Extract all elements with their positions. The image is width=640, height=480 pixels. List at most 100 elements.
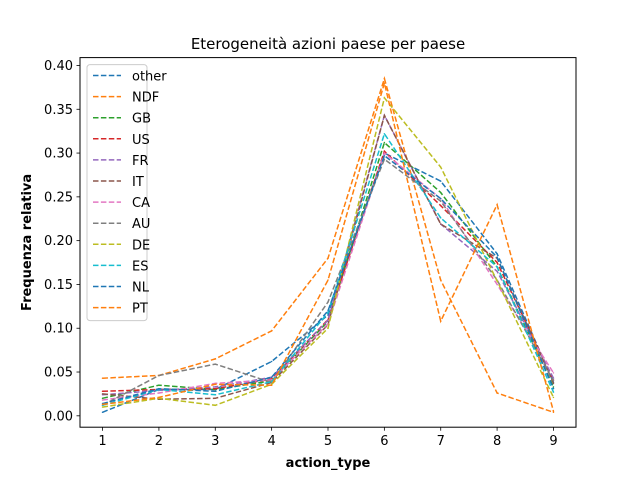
legend-label-ca: CA bbox=[132, 196, 150, 211]
y-tick-label: 0.35 bbox=[44, 103, 73, 118]
series-line-pt bbox=[102, 80, 555, 412]
y-tick-label: 0.30 bbox=[44, 147, 73, 162]
data-point-de bbox=[327, 327, 329, 329]
data-point-fr bbox=[214, 386, 217, 388]
data-point-us bbox=[214, 387, 217, 390]
legend-label-nl: NL bbox=[132, 281, 150, 296]
data-point-gb bbox=[101, 397, 104, 400]
x-tick-label: 2 bbox=[155, 434, 163, 449]
data-point-de bbox=[383, 97, 386, 99]
y-axis-title: Frequenza relativa bbox=[20, 174, 35, 311]
data-point-au bbox=[214, 363, 217, 365]
x-tick-label: 5 bbox=[324, 434, 332, 449]
data-point-ndf bbox=[496, 392, 498, 394]
data-point-gb bbox=[158, 384, 160, 386]
data-point-es bbox=[552, 391, 555, 393]
legend-label-es: ES bbox=[132, 259, 148, 274]
data-point-es bbox=[270, 380, 273, 383]
x-tick-label: 1 bbox=[98, 434, 106, 449]
data-point-other bbox=[270, 360, 273, 363]
data-point-au bbox=[327, 301, 329, 303]
data-point-gb bbox=[552, 386, 555, 388]
data-point-other bbox=[496, 253, 498, 255]
data-point-it bbox=[101, 393, 104, 395]
data-point-de bbox=[439, 166, 442, 168]
data-point-ndf bbox=[270, 330, 273, 332]
x-tick-label: 4 bbox=[267, 434, 275, 449]
data-point-pt bbox=[327, 279, 329, 281]
legend: other NDF GB US FR IT CA AU DE ES NL PT bbox=[86, 64, 167, 322]
data-point-nl bbox=[214, 390, 217, 393]
data-point-au bbox=[552, 380, 555, 382]
data-point-pt bbox=[214, 383, 217, 386]
chart-title: Eterogeneità azioni paese per paese bbox=[191, 35, 465, 53]
data-point-ca bbox=[552, 372, 555, 374]
data-point-es bbox=[327, 311, 329, 314]
data-point-us bbox=[101, 390, 104, 393]
data-point-ndf bbox=[101, 377, 104, 379]
data-point-es bbox=[383, 133, 386, 135]
data-point-ndf bbox=[327, 257, 329, 259]
y-tick-label: 0.05 bbox=[44, 366, 73, 381]
data-point-pt bbox=[158, 396, 160, 399]
data-point-au bbox=[158, 374, 160, 377]
legend-label-pt: PT bbox=[132, 302, 148, 317]
data-point-it bbox=[439, 223, 442, 225]
legend-label-gb: GB bbox=[132, 112, 151, 127]
y-tick-label: 0.15 bbox=[44, 278, 73, 293]
y-tick-label: 0.40 bbox=[44, 59, 73, 74]
y-axis-ticks: 0.00 0.05 0.10 0.15 0.20 0.25 0.30 0.35 0.40 bbox=[44, 59, 80, 424]
data-point-ca bbox=[383, 152, 386, 154]
data-point-ndf bbox=[383, 77, 386, 80]
legend-label-de: DE bbox=[132, 238, 150, 253]
data-point-nl bbox=[383, 154, 386, 157]
data-point-de bbox=[496, 280, 498, 282]
data-point-it bbox=[383, 114, 386, 117]
legend-label-other: other bbox=[132, 70, 167, 85]
x-tick-label: 9 bbox=[549, 434, 557, 449]
data-point-pt bbox=[101, 403, 104, 406]
x-tick-label: 8 bbox=[493, 434, 501, 449]
y-tick-label: 0.25 bbox=[44, 190, 73, 205]
data-point-nl bbox=[552, 387, 555, 390]
data-point-pt bbox=[383, 82, 386, 84]
data-point-nl bbox=[327, 309, 329, 312]
legend-label-au: AU bbox=[132, 217, 150, 232]
series-line-nl bbox=[102, 154, 555, 405]
data-point-de bbox=[214, 404, 217, 407]
data-point-other bbox=[327, 314, 329, 316]
x-axis-title: action_type bbox=[286, 456, 371, 471]
y-tick-label: 0.20 bbox=[44, 234, 73, 249]
data-point-gb bbox=[383, 141, 386, 144]
data-point-au bbox=[439, 200, 442, 202]
data-point-us bbox=[383, 150, 386, 153]
y-tick-label: 0.10 bbox=[44, 322, 73, 337]
data-point-other bbox=[101, 411, 104, 414]
data-point-ca bbox=[496, 283, 498, 286]
data-point-ndf bbox=[214, 358, 217, 360]
data-point-nl bbox=[439, 197, 442, 200]
data-point-es bbox=[439, 217, 442, 219]
data-point-other bbox=[439, 180, 442, 182]
data-point-nl bbox=[496, 256, 498, 259]
legend-label-ndf: NDF bbox=[132, 91, 159, 106]
x-tick-label: 3 bbox=[211, 434, 219, 449]
x-axis-ticks: 1 2 3 4 5 6 7 8 9 bbox=[98, 427, 558, 449]
y-tick-label: 0.00 bbox=[44, 409, 73, 424]
data-point-es bbox=[214, 394, 217, 396]
data-point-nl bbox=[158, 387, 160, 390]
series-line-it bbox=[102, 113, 555, 400]
data-point-ca bbox=[158, 392, 160, 394]
data-point-de bbox=[552, 396, 555, 399]
x-tick-label: 6 bbox=[380, 434, 388, 449]
data-point-it bbox=[552, 382, 555, 385]
data-point-it bbox=[214, 397, 217, 400]
data-point-gb bbox=[439, 191, 442, 194]
data-point-us bbox=[496, 261, 498, 264]
data-point-es bbox=[496, 266, 498, 268]
data-point-pt bbox=[439, 320, 442, 322]
legend-label-fr: FR bbox=[132, 154, 149, 169]
data-point-pt bbox=[496, 203, 498, 206]
data-point-pt bbox=[270, 384, 273, 386]
